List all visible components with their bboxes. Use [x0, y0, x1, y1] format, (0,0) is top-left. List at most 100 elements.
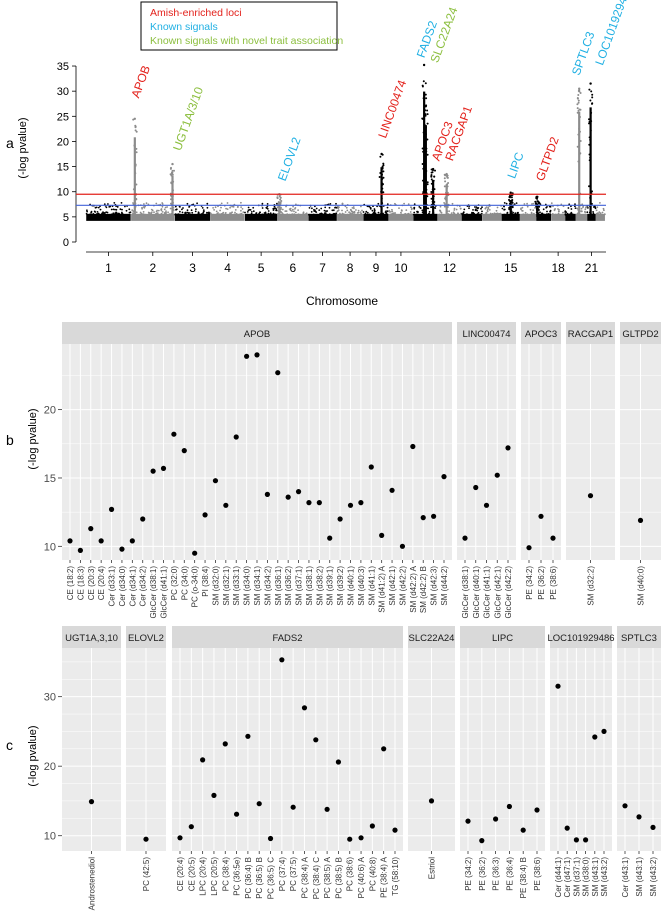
snp-point	[261, 213, 264, 216]
snp-point	[551, 213, 554, 216]
data-point	[493, 816, 499, 822]
peak-point	[576, 103, 579, 106]
snp-point	[466, 213, 468, 216]
snp-point	[403, 202, 405, 205]
snp-point	[225, 207, 228, 210]
snp-point	[213, 209, 216, 211]
facet-title: GLTPD2	[622, 329, 658, 340]
x-tick-label: PC (38:6)	[346, 857, 355, 892]
snp-point	[523, 203, 526, 205]
facet-title: SLC22A24	[409, 633, 455, 644]
snp-point	[389, 211, 392, 213]
snp-point	[179, 210, 181, 213]
peak-point	[382, 191, 385, 194]
snp-point	[314, 209, 316, 212]
peak-point	[378, 176, 381, 178]
snp-point	[515, 202, 518, 205]
peak-point	[577, 101, 580, 104]
manhattan-y-tick-label: 25	[57, 111, 69, 123]
x-tick-label: SM (d44:2)	[440, 566, 449, 606]
snp-point	[532, 209, 535, 212]
facet-title: LINC00474	[462, 329, 510, 340]
snp-point	[157, 209, 160, 212]
x-tick-label: PE (38:6)	[533, 857, 542, 891]
peak-point	[426, 109, 429, 112]
data-point	[212, 478, 219, 484]
snp-point	[181, 208, 183, 211]
facet-title: FADS2	[272, 633, 302, 644]
peak-point	[133, 189, 136, 192]
data-point	[392, 827, 398, 833]
snp-point	[284, 210, 287, 213]
snp-point	[481, 213, 484, 216]
peak-point	[508, 206, 511, 209]
snp-point	[112, 212, 115, 215]
snp-point	[417, 211, 419, 214]
peak-point	[421, 147, 424, 150]
snp-point	[156, 212, 159, 215]
manhattan-y-tick-label: 30	[57, 86, 69, 98]
snp-point	[570, 211, 573, 214]
data-point	[77, 547, 83, 554]
snp-point	[289, 209, 292, 212]
snp-point	[258, 212, 260, 215]
data-point	[143, 836, 149, 842]
x-tick-label: GlcCer (d40:1)	[472, 566, 481, 619]
snp-point	[353, 213, 356, 216]
snp-point	[86, 209, 88, 212]
peak-apob	[132, 117, 138, 217]
legend-item-amish: Amish-enriched loci	[150, 7, 242, 19]
snp-point	[120, 202, 123, 204]
peak-point	[579, 116, 581, 118]
facet-title: APOC3	[525, 329, 557, 340]
chr-band-2	[131, 213, 175, 221]
peak-point	[382, 183, 384, 186]
snp-point	[113, 202, 116, 204]
snp-point	[368, 205, 371, 208]
snp-point	[90, 213, 93, 216]
snp-point	[318, 209, 321, 212]
x-tick-label: CE (20:5)	[187, 857, 196, 892]
snp-point	[161, 211, 164, 213]
snp-point	[124, 205, 126, 208]
snp-point	[186, 202, 189, 205]
facet-title: RACGAP1	[568, 329, 613, 340]
snp-point	[407, 203, 410, 206]
snp-point	[288, 213, 291, 216]
peak-point	[431, 188, 434, 191]
manhattan-x-tick-label: 1	[105, 261, 112, 275]
data-point	[583, 837, 589, 843]
peak-point	[421, 84, 424, 87]
snp-point	[220, 202, 223, 205]
peak-label: GLTPD2	[533, 135, 562, 183]
snp-point	[212, 207, 215, 209]
peak-point	[426, 138, 429, 141]
snp-point	[125, 209, 128, 212]
snp-point	[240, 201, 242, 204]
peak-point	[424, 124, 426, 127]
snp-point	[503, 208, 506, 211]
peak-point	[577, 160, 580, 163]
snp-point	[345, 206, 348, 209]
peak-point	[280, 200, 283, 202]
peak-point	[430, 206, 433, 209]
peak-top-point	[445, 172, 448, 176]
snp-point	[234, 209, 237, 211]
snp-point	[265, 213, 268, 216]
snp-point	[142, 206, 145, 208]
chr-band-1	[86, 213, 131, 221]
snp-point	[291, 210, 293, 212]
facet-panel	[460, 648, 545, 851]
facet-strip	[62, 626, 121, 648]
data-point	[506, 803, 512, 810]
snp-point	[428, 211, 431, 213]
data-point	[160, 465, 167, 471]
data-point	[358, 500, 364, 506]
snp-point	[179, 213, 182, 216]
data-point	[587, 493, 594, 499]
chr-band-11	[413, 213, 438, 221]
snp-point	[453, 209, 456, 211]
peak-point	[421, 163, 424, 165]
facet-panel	[172, 648, 403, 851]
